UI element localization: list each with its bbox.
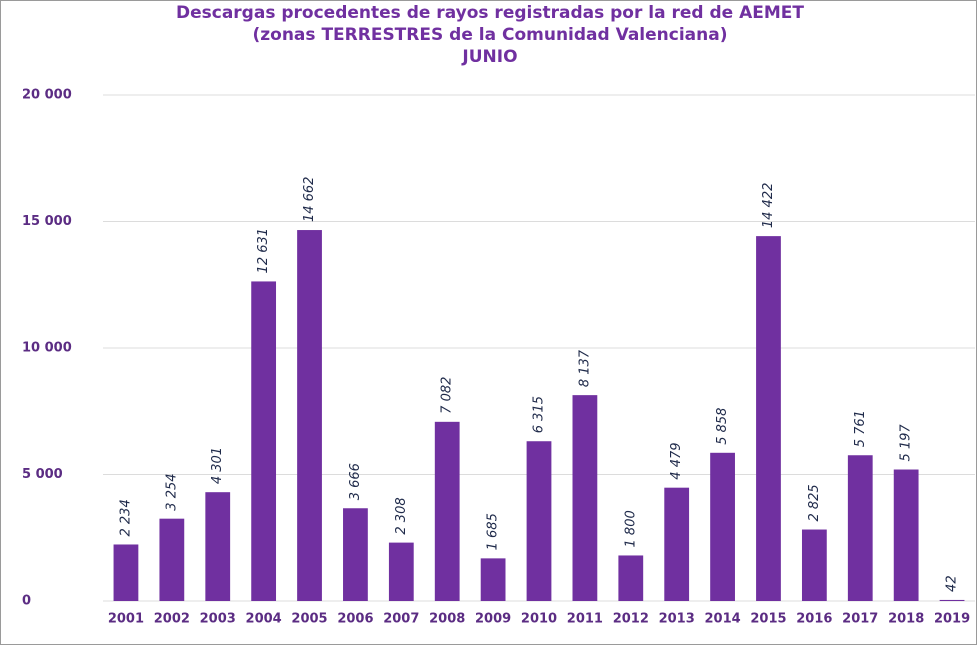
x-tick-label: 2016 — [796, 612, 832, 627]
data-label: 6 315 — [532, 396, 547, 433]
data-label: 2 825 — [807, 484, 822, 521]
x-tick-label: 2003 — [200, 612, 236, 627]
data-label: 12 631 — [256, 228, 271, 274]
chart-title: Descargas procedentes de rayos registrad… — [176, 3, 804, 23]
chart-subtitle: JUNIO — [461, 47, 517, 67]
bar — [710, 452, 735, 601]
y-tick-label: 15 000 — [22, 214, 72, 229]
y-tick-label: 20 000 — [22, 88, 72, 103]
data-label: 2 308 — [394, 497, 409, 534]
x-tick-label: 2007 — [383, 612, 419, 627]
x-tick-label: 2006 — [337, 612, 373, 627]
bar — [756, 236, 781, 601]
x-tick-label: 2019 — [934, 612, 970, 627]
bar — [526, 441, 552, 601]
bar — [159, 518, 185, 601]
x-tick-label: 2013 — [659, 612, 695, 627]
x-tick-label: 2009 — [475, 612, 511, 627]
bar — [205, 492, 231, 601]
y-tick-label: 10 000 — [22, 341, 72, 356]
data-label: 3 254 — [164, 473, 179, 510]
x-tick-label: 2008 — [429, 612, 465, 627]
data-label: 5 858 — [715, 408, 730, 445]
bar — [343, 508, 368, 601]
bar — [893, 469, 919, 601]
bar — [572, 395, 598, 601]
x-tick-label: 2015 — [750, 612, 786, 627]
bar — [939, 599, 965, 601]
data-label: 14 422 — [761, 183, 776, 229]
bar — [664, 487, 690, 601]
bar — [618, 555, 644, 601]
x-tick-label: 2004 — [246, 612, 282, 627]
data-label: 4 301 — [210, 447, 225, 484]
x-tick-label: 2010 — [521, 612, 557, 627]
bar — [801, 529, 827, 601]
x-tick-label: 2011 — [567, 612, 603, 627]
x-tick-label: 2012 — [613, 612, 649, 627]
bar — [251, 281, 277, 601]
data-label: 1 800 — [623, 510, 638, 547]
bar — [847, 455, 873, 601]
data-label: 1 685 — [486, 513, 501, 550]
x-tick-label: 2005 — [291, 612, 327, 627]
data-label: 14 662 — [302, 177, 317, 223]
x-tick-label: 2018 — [888, 612, 924, 627]
y-tick-label: 0 — [22, 594, 31, 609]
bar — [480, 558, 506, 601]
bar — [388, 542, 414, 601]
x-tick-label: 2002 — [154, 612, 190, 627]
data-label: 42 — [945, 575, 960, 592]
x-tick-label: 2001 — [108, 612, 144, 627]
data-label: 2 234 — [118, 499, 133, 536]
chart-subtitle: (zonas TERRESTRES de la Comunidad Valenc… — [252, 25, 727, 45]
x-tick-label: 2017 — [842, 612, 878, 627]
bar — [297, 230, 322, 602]
y-tick-label: 5 000 — [22, 467, 63, 482]
data-label: 3 666 — [348, 463, 363, 500]
x-tick-label: 2014 — [704, 612, 740, 627]
bar — [113, 544, 139, 601]
data-label: 5 761 — [853, 410, 868, 447]
data-label: 5 197 — [899, 424, 914, 462]
bar — [434, 421, 460, 601]
data-label: 7 082 — [440, 377, 455, 414]
data-label: 4 479 — [669, 442, 684, 479]
data-label: 8 137 — [577, 349, 592, 387]
